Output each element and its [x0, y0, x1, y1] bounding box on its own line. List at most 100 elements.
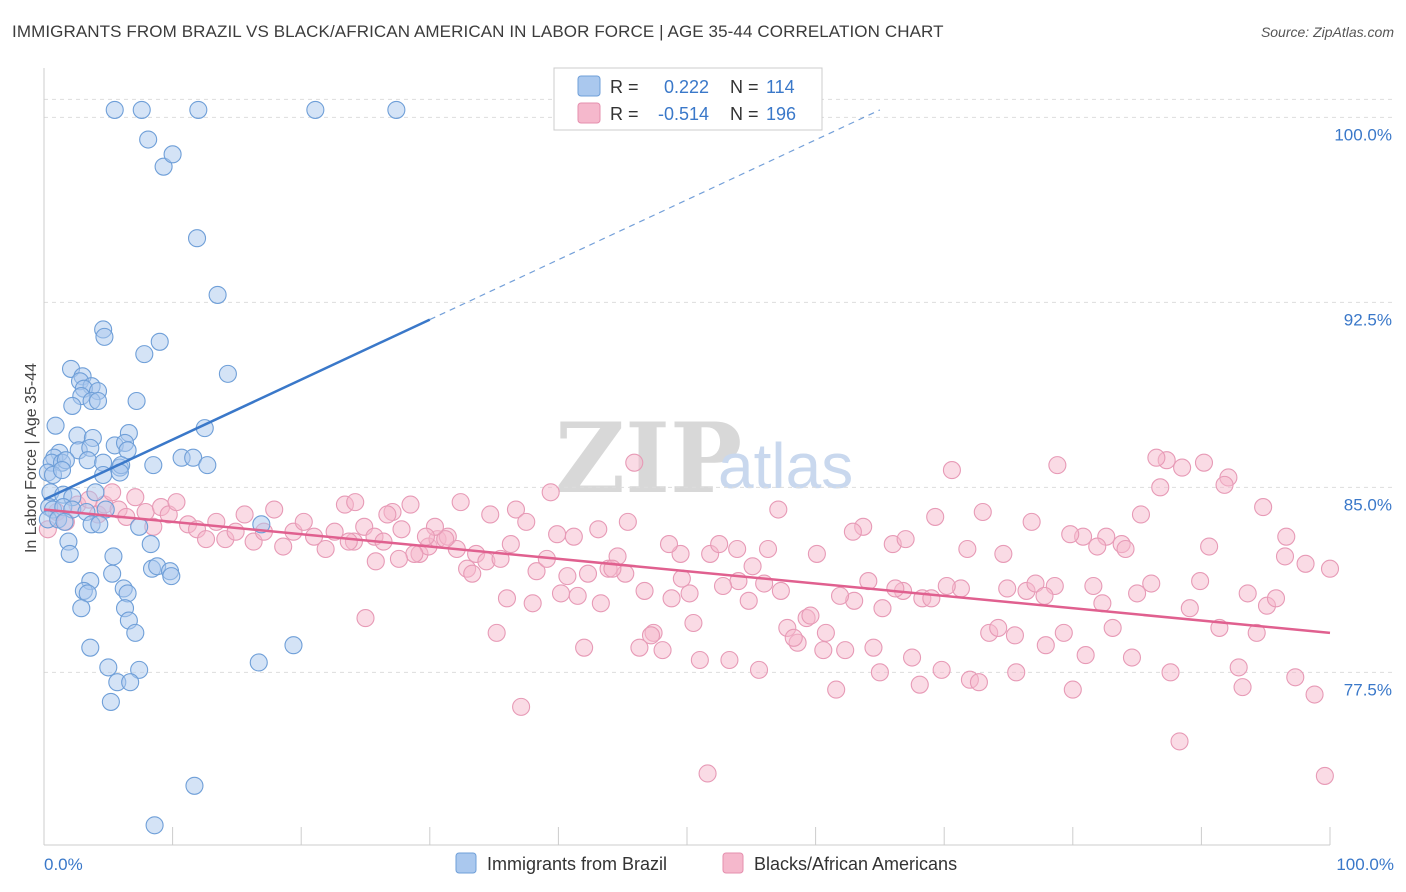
black-point — [497, 589, 517, 608]
black-point — [1103, 618, 1122, 637]
y-tick-label: 85.0% — [1344, 495, 1392, 514]
black-point — [743, 557, 762, 576]
brazil-point — [145, 816, 164, 835]
black-point — [807, 544, 826, 563]
brazil-point — [162, 567, 181, 586]
black-point — [1131, 505, 1151, 524]
brazil-point — [103, 564, 122, 583]
black-point — [896, 530, 915, 549]
black-point — [589, 520, 608, 539]
brazil-point — [144, 456, 163, 475]
y-axis-label: In Labor Force | Age 35-44 — [23, 363, 40, 553]
black-point — [487, 623, 506, 642]
black-point — [346, 493, 365, 512]
brazil-point — [90, 515, 109, 534]
brazil-point — [132, 100, 151, 119]
black-point — [769, 500, 788, 519]
black-point — [1266, 589, 1286, 608]
black-point — [405, 544, 424, 563]
black-point — [1142, 574, 1161, 593]
brazil-point — [189, 100, 208, 119]
brazil-point — [104, 547, 123, 566]
black-point — [684, 613, 703, 633]
black-point — [1116, 539, 1135, 559]
black-point — [1026, 574, 1045, 593]
black-point — [969, 673, 988, 692]
brazil-point — [118, 584, 137, 603]
black-point — [662, 589, 681, 608]
correlation-legend: R = 0.222 N = 114 R = -0.514 N = 196 — [553, 67, 823, 131]
brazil-point — [187, 229, 207, 248]
legend-n-label-2: N = — [730, 104, 759, 124]
black-point — [827, 680, 846, 699]
black-point — [758, 539, 778, 559]
black-point — [1170, 732, 1189, 751]
axes — [43, 68, 1331, 846]
trend-line-brazil-extension — [429, 109, 881, 321]
brazil-point — [95, 327, 114, 346]
brazil-point — [126, 623, 145, 642]
series-immigrants-from-brazil — [38, 100, 406, 835]
series-legend: Immigrants from Brazil Blacks/African Am… — [455, 852, 957, 874]
y-tick-labels: 77.5% 85.0% 92.5% 100.0% — [1334, 125, 1392, 699]
legend-r-value-1: 0.222 — [664, 77, 709, 97]
source-label: Source: ZipAtlas.com — [1260, 24, 1394, 40]
brazil-point — [154, 157, 173, 176]
legend-r-label-2: R = — [610, 104, 639, 124]
black-point — [816, 623, 835, 642]
black-point — [618, 512, 637, 531]
black-point — [235, 505, 254, 524]
brazil-point — [163, 145, 182, 164]
black-point — [902, 648, 922, 667]
black-point — [1254, 498, 1273, 517]
black-point — [1076, 646, 1095, 665]
brazil-point — [63, 396, 82, 415]
brazil-point — [99, 658, 118, 677]
black-point — [1233, 678, 1252, 697]
black-point — [994, 544, 1013, 563]
black-point — [1238, 584, 1257, 603]
black-point — [1296, 554, 1315, 573]
black-point — [1022, 512, 1041, 531]
black-point — [1007, 663, 1026, 682]
black-point — [870, 663, 889, 682]
black-point — [541, 483, 560, 502]
brazil-point — [86, 483, 105, 502]
trend-line-black — [43, 508, 1331, 635]
black-point — [274, 537, 293, 556]
brazil-point — [184, 448, 203, 467]
black-point — [1147, 448, 1166, 467]
black-point — [481, 505, 500, 524]
black-point — [506, 500, 526, 519]
black-point — [710, 535, 729, 554]
black-point — [937, 576, 956, 596]
brazil-point — [135, 345, 154, 364]
black-point — [922, 589, 941, 608]
black-point — [886, 579, 905, 598]
black-point — [226, 522, 245, 541]
black-point — [989, 618, 1008, 637]
chart-title: IMMIGRANTS FROM BRAZIL VS BLACK/AFRICAN … — [12, 22, 944, 41]
black-point — [1229, 658, 1248, 677]
black-point — [720, 650, 739, 670]
black-point — [401, 495, 420, 514]
brazil-point — [101, 692, 120, 711]
black-point — [942, 461, 961, 480]
black-point — [1084, 576, 1103, 596]
black-point — [523, 594, 542, 613]
brazil-point — [139, 130, 158, 149]
brazil-point — [130, 660, 149, 679]
legend-r-label-1: R = — [610, 77, 639, 97]
black-point — [1048, 456, 1067, 475]
black-point — [998, 579, 1017, 598]
black-point — [749, 660, 769, 679]
brazil-point — [141, 535, 160, 554]
black-point — [926, 507, 945, 526]
legend-n-value-2: 196 — [766, 104, 796, 124]
brazil-point — [387, 100, 406, 119]
black-point — [568, 586, 587, 605]
black-point — [316, 539, 335, 559]
black-point — [378, 505, 397, 524]
black-point — [1215, 475, 1234, 494]
